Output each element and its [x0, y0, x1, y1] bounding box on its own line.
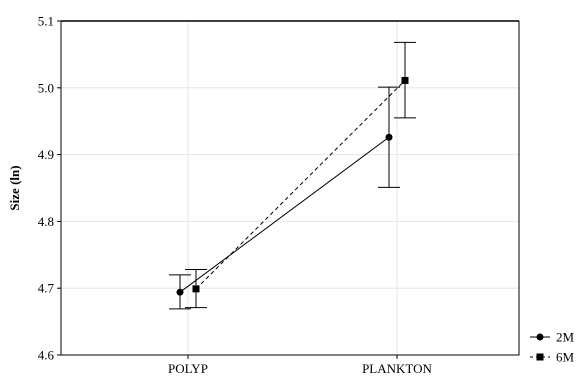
data-point	[401, 76, 409, 84]
plot-frame	[60, 20, 520, 356]
series-layer	[169, 41, 416, 310]
series-line	[195, 80, 406, 290]
legend-label: 6M	[556, 350, 575, 365]
y-axis-title: Size (ln)	[7, 165, 22, 210]
x-tick-label: PLANKTON	[362, 361, 432, 376]
legend-marker	[536, 353, 544, 361]
legend-label: 2M	[556, 330, 575, 345]
legend-item-2M: 2M	[530, 330, 575, 345]
data-point	[385, 133, 393, 141]
y-tick-labels: 4.6 4.7 4.8 4.9 5.0 5.1	[38, 14, 61, 363]
series-line	[179, 136, 390, 293]
x-tick-label: POLYP	[168, 361, 208, 376]
y-tick-label: 5.1	[38, 14, 54, 29]
y-tick-label: 4.8	[38, 214, 54, 229]
grid	[61, 20, 519, 356]
legend-marker	[536, 333, 544, 341]
x-tick-labels: POLYP PLANKTON	[168, 355, 433, 376]
series-6M	[185, 41, 416, 309]
y-tick-label: 4.6	[38, 348, 55, 363]
y-tick-label: 4.7	[38, 281, 55, 296]
y-tick-label: 5.0	[38, 80, 54, 95]
data-point	[192, 285, 200, 293]
series-2M	[169, 86, 400, 310]
legend-item-6M: 6M	[530, 350, 575, 365]
data-point	[176, 288, 184, 296]
y-tick-label: 4.9	[38, 147, 54, 162]
